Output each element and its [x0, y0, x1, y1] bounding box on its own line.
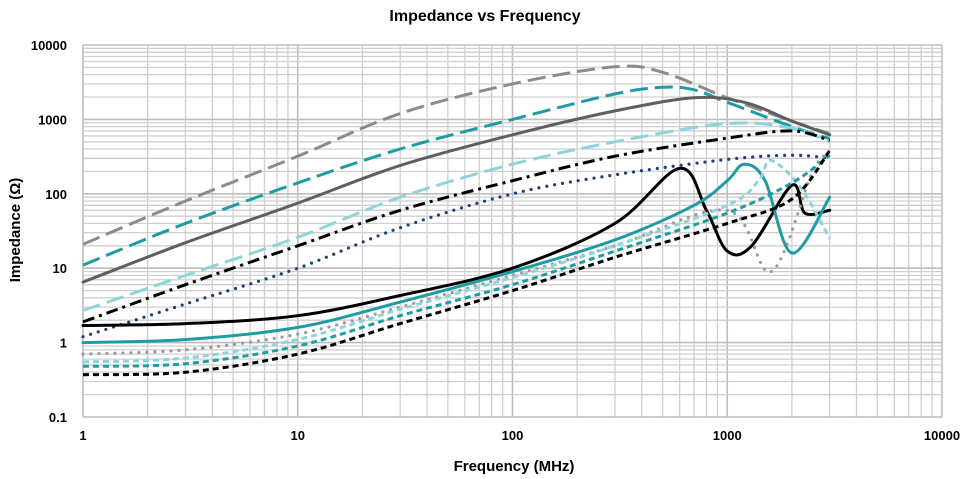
y-tick-label: 10000: [31, 38, 67, 53]
x-tick-label: 1000: [713, 428, 742, 443]
x-axis-title: Frequency (MHz): [454, 458, 575, 475]
series-line-5: [82, 129, 831, 324]
x-tick-label: 10000: [924, 428, 960, 443]
series-line-8: [81, 162, 832, 345]
series-line-10: [82, 159, 832, 364]
y-tick-label: 1: [60, 336, 67, 351]
x-tick-label: 1: [79, 428, 86, 443]
tick-labels: 1 10 100 1000 10000 0.1 1 10 100 1000 10000: [31, 38, 960, 443]
y-tick-label: 10: [53, 261, 67, 276]
series-line-12: [82, 149, 831, 377]
series-line-4: [82, 121, 831, 312]
series-line-11: [82, 153, 831, 368]
y-axis-title: Impedance (Ω): [7, 178, 24, 283]
series-group: [81, 64, 832, 377]
series-line-3: [81, 95, 832, 284]
series-line-2: [82, 85, 831, 267]
chart-title: Impedance vs Frequency: [389, 8, 580, 25]
x-tick-label: 100: [502, 428, 524, 443]
y-tick-label: 100: [45, 187, 67, 202]
y-tick-label: 1000: [38, 112, 67, 127]
y-tick-label: 0.1: [49, 410, 67, 425]
series-line-7: [81, 166, 832, 327]
x-tick-label: 10: [291, 428, 305, 443]
series-line-1: [82, 64, 831, 246]
